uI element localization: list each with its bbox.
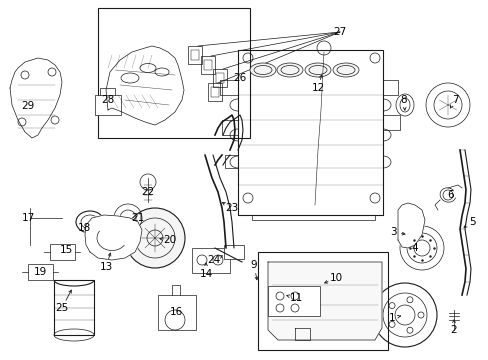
Text: 13: 13 [99,262,112,272]
Text: 27: 27 [333,27,346,37]
Text: 8: 8 [400,95,407,105]
Bar [28,264,53,280]
Bar [158,295,196,330]
Text: 26: 26 [233,73,246,83]
Text: 6: 6 [447,190,453,200]
Text: 19: 19 [33,267,46,277]
Bar [191,50,199,60]
Text: 18: 18 [77,223,90,233]
Ellipse shape [249,63,275,77]
Text: 2: 2 [450,325,456,335]
Ellipse shape [332,63,358,77]
Bar [210,87,219,97]
Bar [201,56,215,74]
Polygon shape [85,215,142,260]
Circle shape [406,297,412,303]
Bar [213,69,226,87]
Text: 7: 7 [451,95,457,105]
Circle shape [388,303,394,309]
Text: 28: 28 [101,95,114,105]
Circle shape [406,327,412,333]
Bar [267,286,319,316]
Polygon shape [10,58,62,138]
Text: 21: 21 [131,213,144,223]
Polygon shape [106,46,183,125]
Circle shape [125,208,184,268]
Text: 23: 23 [225,203,238,213]
Ellipse shape [276,63,303,77]
Text: 24: 24 [207,255,220,265]
Text: 11: 11 [289,293,302,303]
Bar [258,252,387,350]
Bar [267,286,319,316]
Bar [224,245,244,259]
Text: 22: 22 [141,187,154,197]
Text: 3: 3 [389,227,395,237]
Text: 15: 15 [59,245,73,255]
Polygon shape [267,262,381,340]
Text: 25: 25 [55,303,68,313]
Circle shape [388,321,394,327]
Bar [203,60,212,70]
Bar [54,280,94,335]
Text: 20: 20 [163,235,176,245]
Text: 5: 5 [468,217,474,227]
Bar [98,8,249,138]
Text: 10: 10 [329,273,342,283]
Text: 16: 16 [169,307,182,317]
Text: 14: 14 [199,269,212,279]
Bar [95,95,121,115]
Text: 9: 9 [250,260,257,270]
Text: 4: 4 [411,243,417,253]
Text: 29: 29 [21,101,35,111]
Bar [238,50,382,215]
Ellipse shape [305,63,330,77]
Bar [216,73,224,83]
Polygon shape [397,203,424,248]
Text: 1: 1 [388,313,394,323]
Text: 17: 17 [21,213,35,223]
Bar [50,244,75,260]
Text: 12: 12 [311,83,324,93]
Bar [207,83,222,101]
Circle shape [417,312,423,318]
Bar [192,248,229,273]
Bar [187,46,202,64]
